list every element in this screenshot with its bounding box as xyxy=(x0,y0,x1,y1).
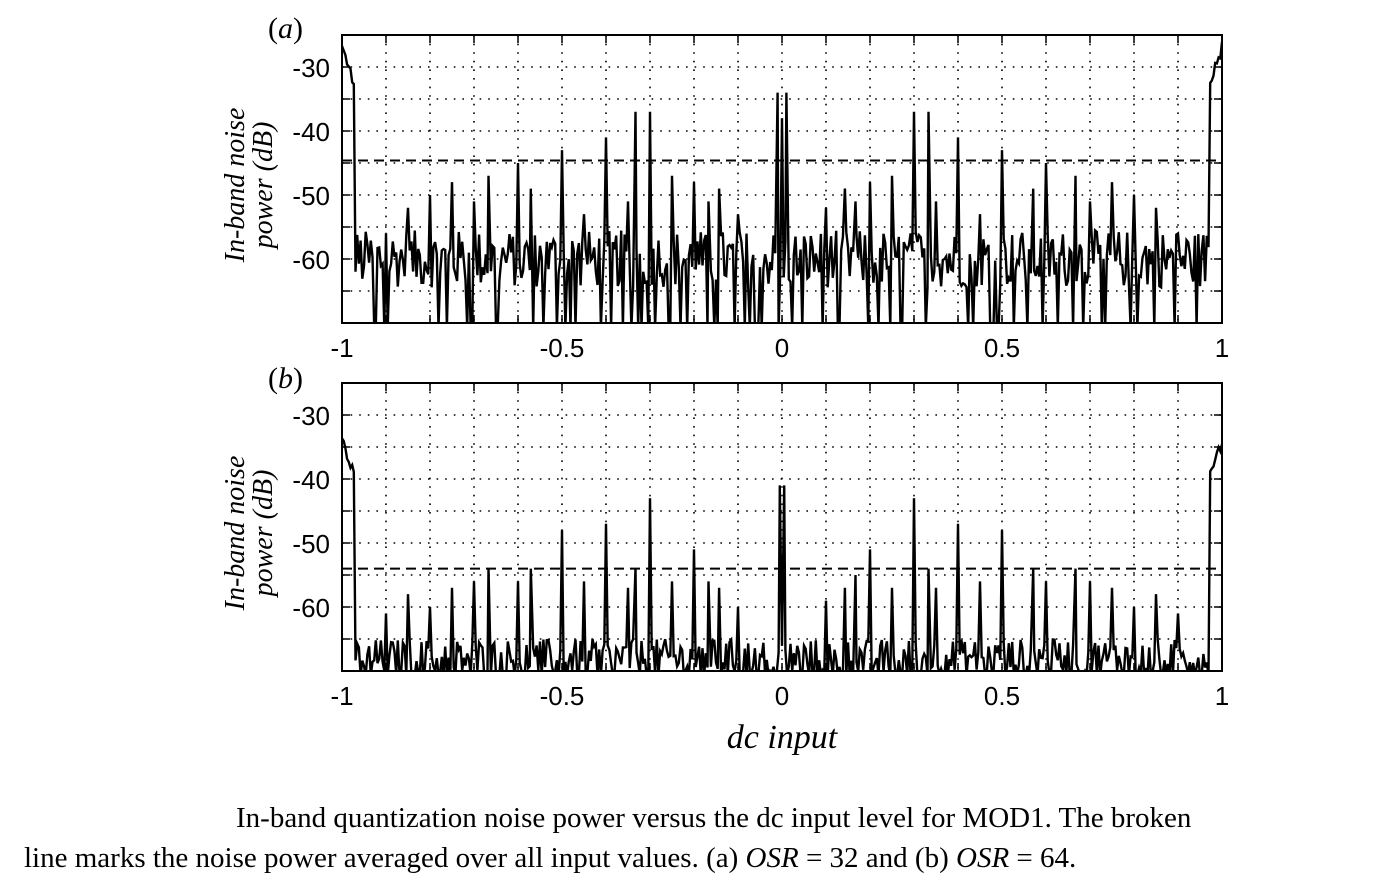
figure: -1 -0.5 0 0.5 1-30-40-50-60(a)In-band noisep… xyxy=(220,12,1229,756)
caption-osr-b: OSR xyxy=(956,842,1010,874)
x-tick-label: 0.5 xyxy=(984,333,1020,363)
caption-text-64: = 64. xyxy=(1009,842,1077,874)
y-tick-label: -60 xyxy=(292,593,330,623)
x-tick-label: 0 xyxy=(775,333,789,363)
panel-b: -1 -0.5 0 0.5 1 -30 -40 -50 -60 (b) In-band noisep… xyxy=(220,362,1229,711)
x-tick-label: -0.5 xyxy=(540,681,585,711)
x-axis-label: dc input xyxy=(727,719,839,756)
y-tick-label: -40 xyxy=(292,117,330,147)
x-tick-label: 1 xyxy=(1215,681,1229,711)
x-tick-label: 0.5 xyxy=(984,681,1020,711)
x-tick-label: -1 xyxy=(330,681,353,711)
y-tick-label: -30 xyxy=(292,53,330,83)
caption-line-2: line marks the noise power averaged over… xyxy=(24,838,1394,878)
y-axis-label-line-2: power (dB) xyxy=(248,470,279,599)
x-tick-label: -1 xyxy=(330,333,353,363)
panel-a: -1 -0.5 0 0.5 1 -30 -40 -50 -60 (a) In-band noisep… xyxy=(220,12,1229,363)
y-axis-label-line-2: power (dB) xyxy=(248,122,279,251)
y-tick-label: -50 xyxy=(292,529,330,559)
y-axis-label-line-1: In-band noise xyxy=(220,108,251,264)
y-axis-label-line-1: In-band noise xyxy=(220,456,251,612)
y-tick-label: -30 xyxy=(292,401,330,431)
noise-power-series xyxy=(342,437,1222,671)
panel-label: (b) xyxy=(268,362,303,395)
caption-line-1: In-band quantization noise power versus … xyxy=(236,802,1192,834)
noise-power-series xyxy=(342,41,1222,323)
caption-text: line marks the noise power averaged over… xyxy=(24,842,746,874)
caption-text-32: = 32 and (b) xyxy=(798,842,956,874)
panel-label: (a) xyxy=(268,12,303,45)
x-tick-label: -0.5 xyxy=(540,333,585,363)
caption-osr-a: OSR xyxy=(745,842,799,874)
y-tick-label: -60 xyxy=(292,245,330,275)
y-tick-label: -50 xyxy=(292,181,330,211)
y-tick-label: -40 xyxy=(292,465,330,495)
x-tick-label: 1 xyxy=(1215,333,1229,363)
x-tick-label: 0 xyxy=(775,681,789,711)
